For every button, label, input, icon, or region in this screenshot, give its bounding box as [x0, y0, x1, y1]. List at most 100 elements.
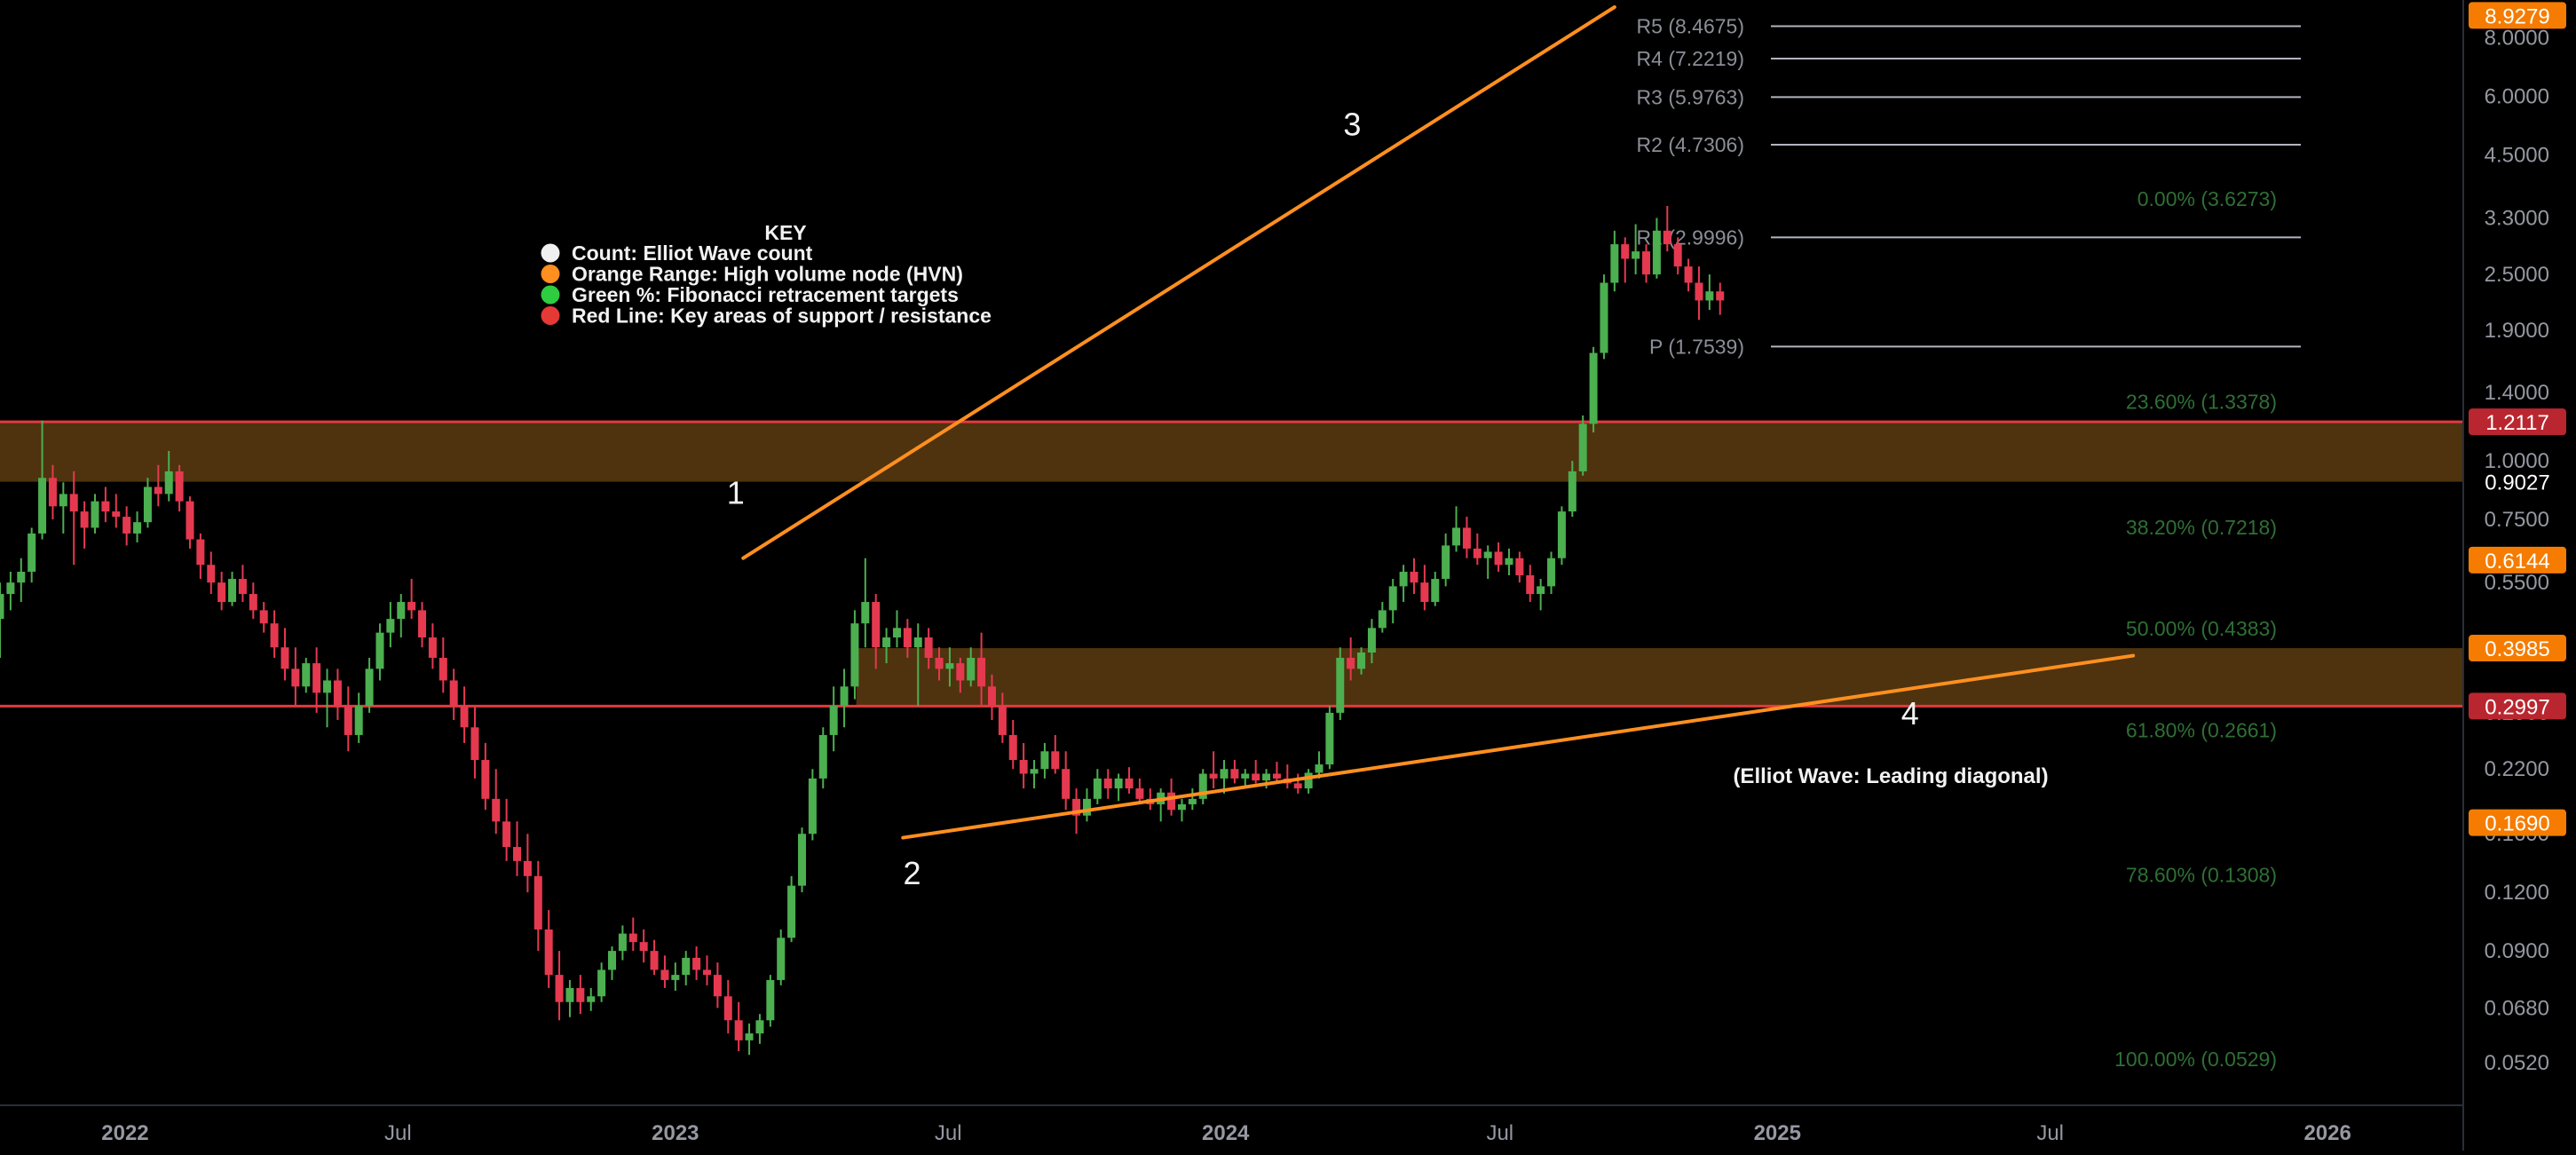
candle-body [523, 860, 532, 876]
candle [1103, 769, 1112, 799]
candle [38, 420, 47, 540]
candle-body [1663, 230, 1671, 245]
candle [945, 647, 954, 687]
candle [122, 506, 131, 546]
candle [481, 742, 490, 811]
candle [1600, 274, 1608, 360]
candle [1705, 274, 1714, 311]
candle-body [1388, 586, 1397, 611]
candle-body [1557, 511, 1566, 558]
candle [143, 478, 152, 528]
candle-body [850, 623, 859, 687]
candle-body [745, 1033, 754, 1040]
price-tag-label: 1.2117 [2485, 411, 2549, 435]
candle-body [660, 969, 669, 980]
x-tick-label: 2022 [101, 1121, 148, 1145]
x-tick-label: Jul [935, 1121, 962, 1145]
price-tag-bg [2469, 635, 2566, 662]
candle-body [101, 501, 110, 512]
candle [397, 594, 406, 638]
wave-label: 1 [727, 474, 745, 510]
candle-body [48, 478, 57, 507]
candle-body [1347, 657, 1355, 669]
candle [365, 657, 374, 713]
candle-body [1378, 610, 1387, 629]
key-dot [541, 265, 560, 283]
candle-body [344, 706, 352, 735]
y-tick-label: 1.0000 [2485, 449, 2549, 473]
candle [682, 951, 691, 985]
candle-body [259, 610, 268, 624]
candle-body [977, 657, 986, 687]
y-tick-label: 6.0000 [2485, 84, 2549, 108]
candle-body [1526, 575, 1535, 595]
candle-body [1568, 471, 1576, 512]
candle-body [1125, 778, 1134, 789]
candle [829, 686, 838, 752]
candle-body [481, 760, 490, 799]
candle [797, 827, 806, 893]
candle [998, 692, 1007, 743]
candle-body [1167, 792, 1176, 811]
candle-body [1114, 778, 1123, 789]
candle [544, 910, 553, 988]
candle [69, 471, 78, 566]
candle-body [492, 798, 501, 822]
fib-label: 100.00% (0.0529) [2114, 1048, 2277, 1071]
candle [1537, 579, 1545, 611]
price-tag: 0.3985 [2469, 635, 2566, 662]
candle-body [28, 533, 36, 573]
candle [1125, 767, 1134, 794]
candle [207, 551, 216, 595]
key-dot [541, 285, 560, 305]
candle [91, 494, 99, 534]
candle-body [397, 602, 406, 620]
candle [565, 979, 574, 1017]
candle [1515, 551, 1524, 583]
candle-body [1684, 266, 1693, 283]
candle-body [513, 847, 522, 861]
candle-body [1209, 773, 1218, 779]
candle [608, 946, 617, 980]
fib-label: 0.00% (3.6273) [2137, 187, 2277, 210]
candle-body [587, 996, 596, 1002]
candle [967, 647, 976, 687]
candle-body [797, 834, 806, 886]
candle [323, 668, 332, 728]
price-tag-label: 0.3985 [2485, 637, 2549, 661]
candle [935, 647, 944, 681]
candle-body [133, 522, 142, 534]
candle-body [1673, 244, 1682, 267]
candle [1589, 346, 1598, 433]
candle [1505, 548, 1513, 576]
candle [1220, 760, 1229, 794]
candle-body [1093, 778, 1102, 799]
candle-body [998, 706, 1007, 735]
candle [1008, 719, 1017, 770]
price-tag: 1.2117 [2469, 408, 2566, 436]
candle [270, 610, 279, 658]
candle [1632, 224, 1640, 275]
candle-body [323, 680, 332, 693]
candle-body [17, 572, 26, 583]
candle [1051, 734, 1060, 774]
candle [186, 496, 194, 549]
candle-body [1262, 773, 1271, 781]
candle [48, 464, 57, 520]
candle-body [692, 957, 701, 970]
candle-body [386, 619, 395, 633]
candle [903, 619, 912, 658]
candle [513, 821, 522, 876]
candle-body [1177, 803, 1186, 811]
key-dot [541, 243, 560, 263]
candle [1378, 602, 1387, 633]
candle [555, 951, 564, 1021]
price-tag-label: 0.2997 [2485, 695, 2549, 719]
candle-body [196, 539, 205, 566]
candle [470, 706, 479, 779]
key-dot [541, 306, 560, 325]
candle-body [1103, 778, 1112, 789]
candle [650, 939, 659, 976]
candle [713, 962, 722, 1009]
